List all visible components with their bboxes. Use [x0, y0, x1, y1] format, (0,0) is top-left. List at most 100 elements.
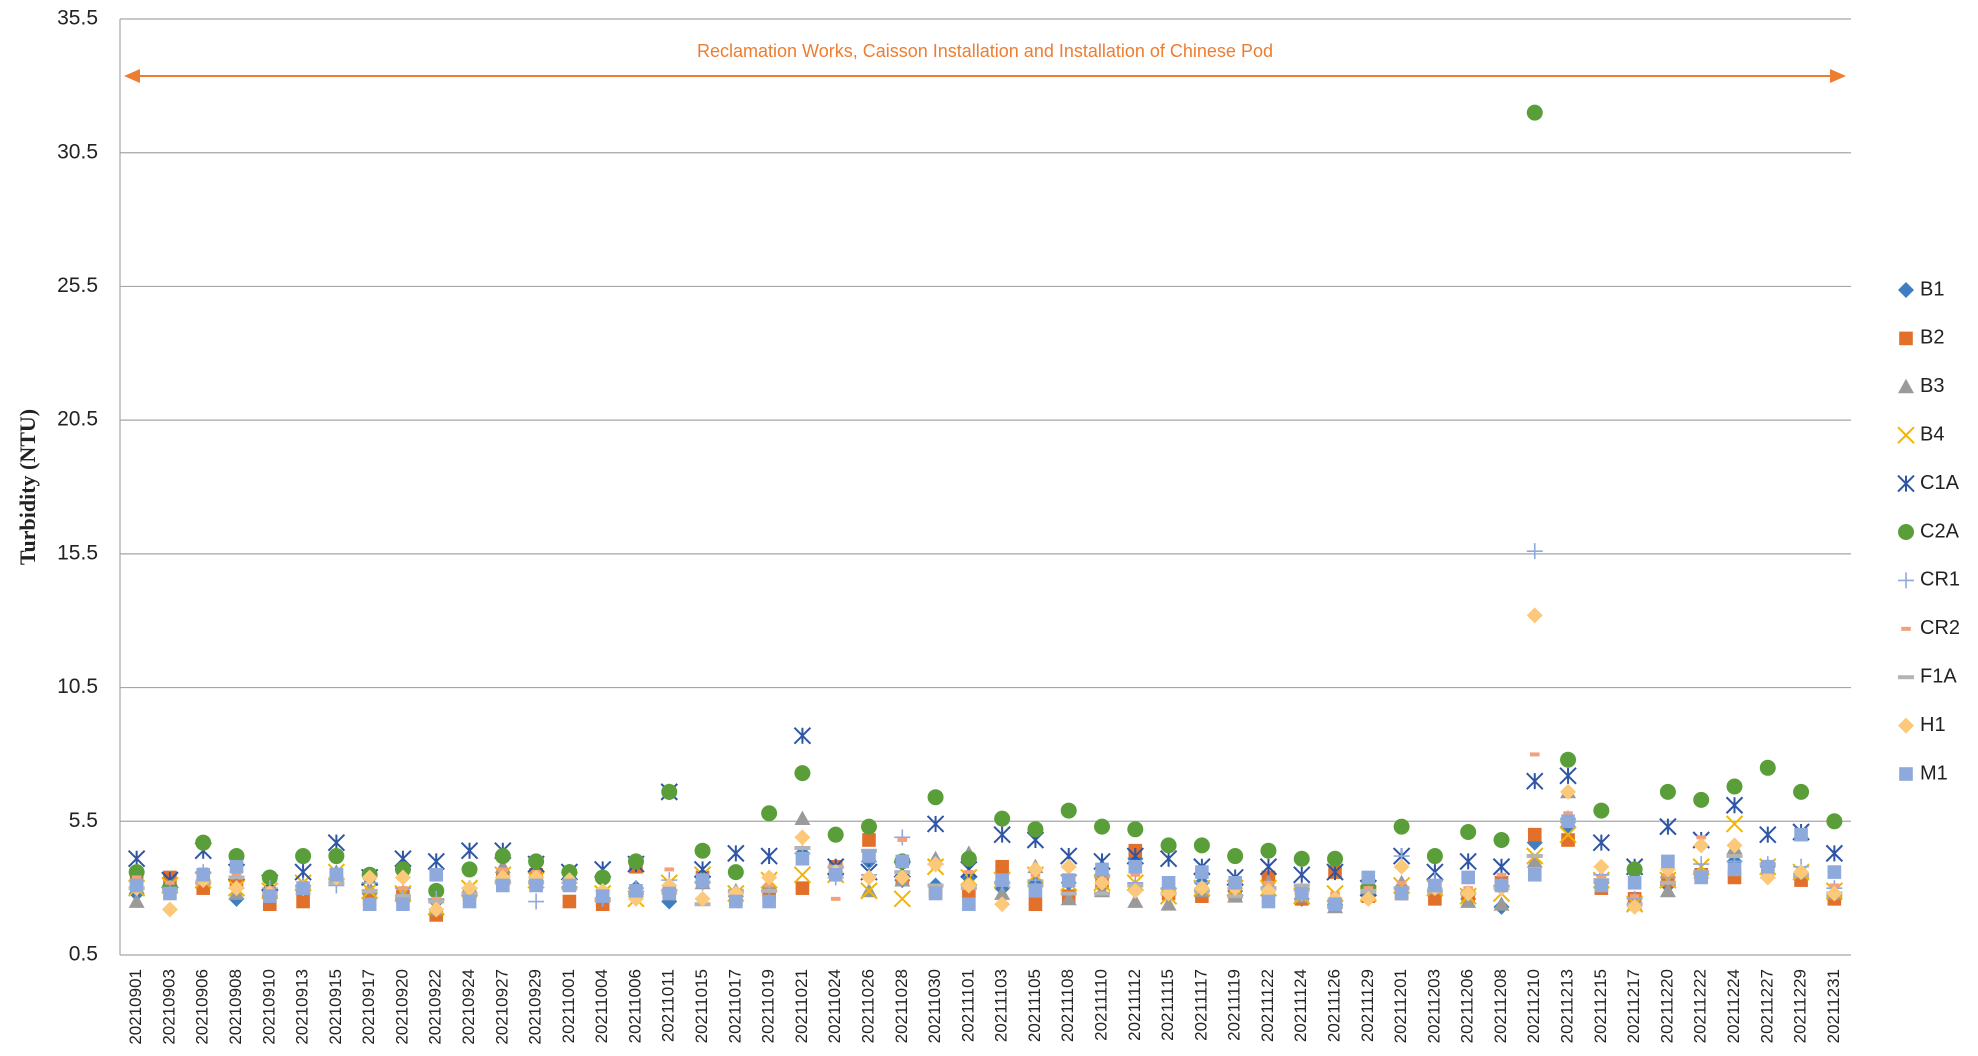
x-tick-label: 20210922 [426, 969, 445, 1045]
marker [1259, 858, 1278, 876]
marker [960, 877, 977, 894]
marker [327, 833, 346, 852]
x-tick-label: 20211227 [1757, 969, 1776, 1043]
marker [127, 850, 146, 868]
marker [629, 884, 643, 898]
marker [1726, 837, 1743, 854]
marker [428, 882, 445, 899]
marker [627, 853, 644, 870]
legend-label: B4 [1920, 423, 1944, 445]
series [128, 818, 1843, 915]
series [128, 104, 1843, 899]
marker [1294, 886, 1309, 901]
legend-marker [1898, 524, 1914, 540]
marker [1559, 825, 1577, 844]
marker [1027, 821, 1044, 838]
marker [1094, 874, 1111, 891]
legend-label: M1 [1920, 762, 1948, 784]
marker [893, 890, 911, 908]
x-tick-label: 20211026 [858, 969, 877, 1043]
marker [760, 847, 778, 865]
marker [1661, 854, 1675, 869]
series [128, 543, 1843, 910]
legend-marker [1898, 572, 1914, 589]
x-tick-label: 20210906 [193, 969, 212, 1045]
marker [795, 851, 810, 866]
marker [1227, 848, 1244, 865]
x-tick-label: 20211024 [825, 969, 844, 1043]
marker [862, 849, 876, 863]
marker [329, 867, 344, 882]
marker [1459, 852, 1477, 871]
marker [828, 867, 843, 882]
marker [1693, 791, 1710, 808]
marker [1094, 818, 1111, 835]
marker [594, 869, 611, 886]
legend-label: F1A [1920, 665, 1957, 687]
marker [1561, 833, 1575, 847]
annotation-text: Reclamation Works, Caisson Installation … [697, 41, 1273, 61]
marker [793, 727, 812, 745]
marker [427, 852, 445, 871]
marker [1793, 864, 1810, 881]
marker [394, 869, 411, 886]
marker [163, 886, 177, 901]
marker [1825, 844, 1844, 863]
marker [1527, 827, 1542, 842]
marker [528, 893, 545, 910]
marker [727, 844, 745, 863]
x-tick-label: 20211201 [1391, 969, 1410, 1043]
marker [1127, 893, 1144, 908]
legend-marker [1898, 282, 1914, 298]
marker [1028, 884, 1043, 898]
y-tick-label: 30.5 [57, 140, 98, 163]
marker [962, 897, 976, 911]
marker [994, 810, 1011, 827]
marker [1393, 858, 1410, 875]
marker [295, 848, 312, 865]
x-tick-label: 20211011 [659, 969, 678, 1042]
marker [995, 859, 1009, 874]
marker [1560, 751, 1577, 768]
legend-label: B1 [1920, 278, 1944, 300]
marker [1159, 850, 1178, 868]
marker [927, 789, 944, 806]
x-tick-label: 20211001 [559, 969, 578, 1043]
x-tick-label: 20211006 [625, 969, 644, 1043]
x-tick-label: 20211126 [1325, 969, 1344, 1042]
marker [860, 882, 878, 900]
marker [694, 890, 711, 907]
legend-label: B3 [1920, 375, 1944, 397]
marker [1494, 878, 1509, 893]
marker [1260, 842, 1277, 859]
marker [1193, 837, 1210, 854]
marker [1060, 802, 1077, 819]
series [127, 815, 1844, 916]
x-tick-label: 20211021 [792, 969, 811, 1043]
y-tick-label: 15.5 [57, 541, 98, 564]
marker [1028, 897, 1043, 911]
marker [926, 815, 945, 833]
marker [1193, 880, 1210, 897]
marker [794, 829, 811, 846]
x-tick-label: 20210903 [159, 969, 178, 1045]
y-tick-label: 0.5 [69, 943, 98, 966]
marker [1726, 778, 1743, 795]
marker [161, 901, 178, 918]
marker [1460, 885, 1477, 902]
marker [1492, 858, 1511, 876]
marker [729, 894, 743, 909]
marker [1727, 862, 1742, 877]
marker [1361, 870, 1376, 885]
legend-label: B2 [1920, 327, 1944, 349]
y-tick-label: 10.5 [57, 675, 98, 698]
marker [727, 864, 744, 881]
marker [1759, 759, 1776, 776]
marker [1460, 823, 1477, 840]
marker [1826, 885, 1843, 902]
marker [960, 868, 978, 887]
marker [1461, 870, 1475, 885]
marker [894, 829, 911, 846]
marker [1626, 898, 1643, 915]
series [128, 783, 1843, 916]
